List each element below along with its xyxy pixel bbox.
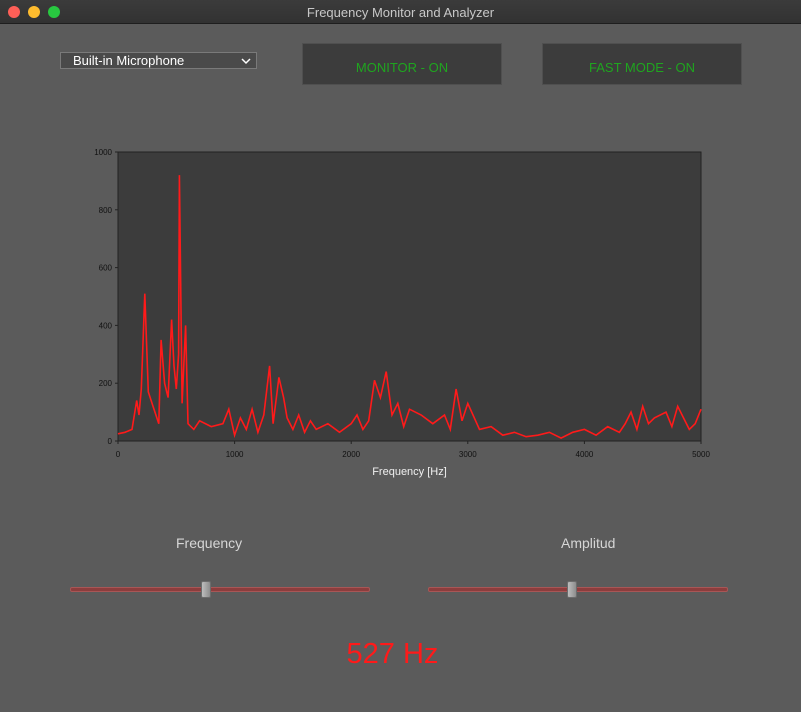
plot-area bbox=[117, 151, 702, 442]
device-dropdown-value: Built-in Microphone bbox=[73, 53, 185, 68]
x-tick-label: 3000 bbox=[459, 450, 477, 459]
title-bar: Frequency Monitor and Analyzer bbox=[0, 0, 801, 24]
x-tick-label: 4000 bbox=[576, 450, 594, 459]
y-tick-label: 400 bbox=[99, 321, 113, 330]
amplitude-slider-handle[interactable] bbox=[567, 581, 578, 598]
amplitude-slider-label: Amplitud bbox=[561, 535, 616, 551]
monitor-toggle-button[interactable]: MONITOR - ON bbox=[302, 43, 502, 85]
x-tick-label: 0 bbox=[116, 450, 121, 459]
maximize-window-icon[interactable] bbox=[48, 6, 60, 18]
frequency-readout: 527 Hz bbox=[346, 638, 439, 670]
y-tick-label: 600 bbox=[99, 264, 113, 273]
frequency-slider-handle[interactable] bbox=[200, 581, 211, 598]
x-tick-label: 1000 bbox=[226, 450, 244, 459]
chevron-down-icon bbox=[241, 58, 251, 65]
device-dropdown[interactable]: Built-in Microphone bbox=[60, 52, 257, 69]
frequency-slider[interactable] bbox=[70, 581, 370, 598]
y-tick-label: 1000 bbox=[94, 148, 112, 157]
y-tick-label: 800 bbox=[99, 206, 113, 215]
frequency-slider-label: Frequency bbox=[176, 535, 243, 551]
minimize-window-icon[interactable] bbox=[28, 6, 40, 18]
amplitude-slider[interactable] bbox=[428, 581, 728, 598]
fast-mode-toggle-label: FAST MODE - ON bbox=[589, 60, 695, 75]
spectrum-line bbox=[117, 175, 702, 439]
window-title: Frequency Monitor and Analyzer bbox=[306, 5, 495, 20]
x-tick-label: 2000 bbox=[342, 450, 360, 459]
close-window-icon[interactable] bbox=[8, 6, 20, 18]
amplitude-slider-track[interactable] bbox=[428, 587, 728, 592]
frequency-slider-track[interactable] bbox=[70, 587, 370, 592]
x-tick-label: 5000 bbox=[692, 450, 710, 459]
y-tick-label: 0 bbox=[108, 437, 113, 446]
x-axis-label: Frequency [Hz] bbox=[372, 466, 447, 478]
fast-mode-toggle-button[interactable]: FAST MODE - ON bbox=[542, 43, 742, 85]
y-tick-label: 200 bbox=[99, 379, 113, 388]
monitor-toggle-label: MONITOR - ON bbox=[355, 60, 449, 75]
